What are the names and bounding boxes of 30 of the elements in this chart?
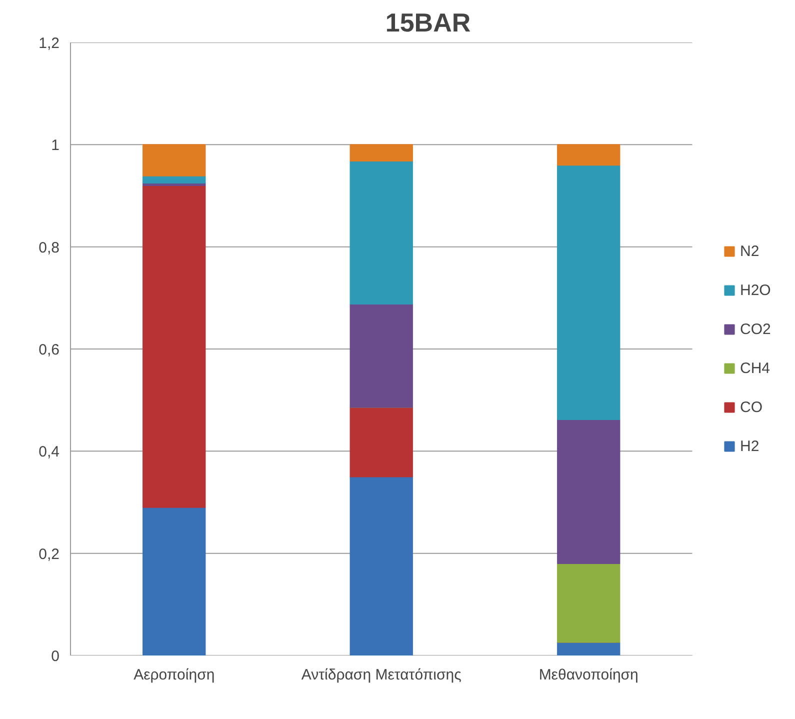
x-tick-label: Μεθανοποίηση <box>538 666 638 684</box>
legend-label: H2O <box>740 282 772 298</box>
y-tick-label: 0,2 <box>38 546 60 563</box>
legend-label: CH4 <box>740 360 772 376</box>
y-tick-label: 1,2 <box>38 35 60 52</box>
x-tick-label: Αντίδραση Μετατόπισης <box>301 666 462 684</box>
bar <box>557 164 620 420</box>
bar <box>350 304 413 408</box>
x-tick-label: Αεροποίηση <box>134 666 215 684</box>
bar <box>557 144 620 166</box>
legend-label: CO2 <box>740 320 772 338</box>
legend-label: CO <box>740 398 764 416</box>
chart-title: 15BAR <box>385 8 471 38</box>
y-tick-label: 0,6 <box>38 342 60 358</box>
y-tick-label: 0,4 <box>38 444 60 461</box>
bar <box>350 160 413 305</box>
bar <box>557 642 620 656</box>
bar <box>142 144 206 176</box>
y-tick-label: 0,8 <box>38 239 60 256</box>
bar <box>557 563 620 643</box>
bar <box>350 406 413 478</box>
y-tick-label: 0 <box>51 648 60 665</box>
bar <box>142 506 206 656</box>
y-tick-label: 1 <box>51 137 60 154</box>
bar <box>557 418 620 564</box>
bar <box>142 185 206 508</box>
bar <box>350 144 413 162</box>
bar <box>350 476 413 656</box>
legend-label: N2 <box>740 242 760 260</box>
legend-label: H2 <box>740 438 760 454</box>
